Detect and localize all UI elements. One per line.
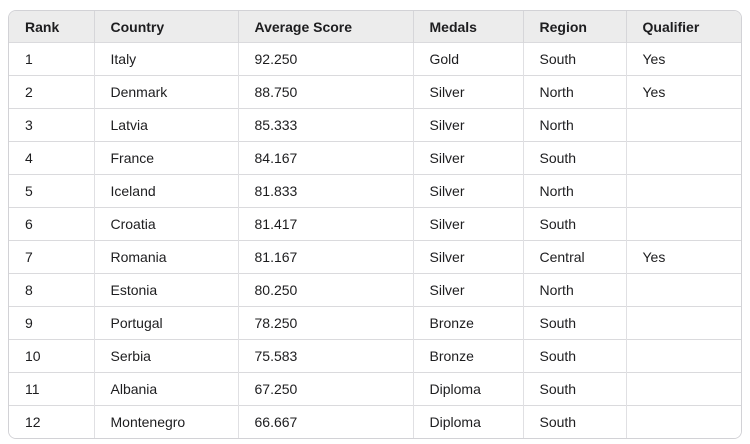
cell-medals: Diploma [413, 405, 524, 438]
cell-rank: 2 [9, 75, 95, 109]
cell-average-score: 80.250 [238, 273, 414, 307]
cell-average-score: 85.333 [238, 108, 414, 142]
cell-rank: 12 [9, 405, 95, 438]
cell-average-score: 81.833 [238, 174, 414, 208]
cell-rank: 1 [9, 42, 95, 76]
cell-average-score: 78.250 [238, 306, 414, 340]
cell-region: Central [523, 240, 627, 274]
cell-rank: 3 [9, 108, 95, 142]
cell-qualifier [626, 141, 741, 175]
cell-average-score: 75.583 [238, 339, 414, 373]
cell-rank: 8 [9, 273, 95, 307]
cell-country: Croatia [94, 207, 239, 241]
table-body: 1 Italy 92.250 Gold South Yes 2 Denmark 88.750 Si… [9, 42, 741, 438]
cell-country: Estonia [94, 273, 239, 307]
cell-qualifier [626, 306, 741, 340]
cell-region: North [523, 108, 627, 142]
table-row: 4 France 84.167 Silver South [9, 141, 741, 175]
cell-region: South [523, 42, 627, 76]
cell-rank: 4 [9, 141, 95, 175]
cell-region: North [523, 273, 627, 307]
column-header-country: Country [94, 11, 239, 43]
cell-country: Portugal [94, 306, 239, 340]
cell-qualifier: Yes [626, 42, 741, 76]
cell-country: Iceland [94, 174, 239, 208]
cell-medals: Diploma [413, 372, 524, 406]
cell-qualifier: Yes [626, 240, 741, 274]
cell-medals: Silver [413, 273, 524, 307]
cell-region: South [523, 207, 627, 241]
cell-region: South [523, 141, 627, 175]
cell-rank: 11 [9, 372, 95, 406]
cell-average-score: 81.417 [238, 207, 414, 241]
cell-region: South [523, 405, 627, 438]
cell-region: South [523, 372, 627, 406]
cell-qualifier [626, 174, 741, 208]
cell-medals: Silver [413, 207, 524, 241]
cell-rank: 10 [9, 339, 95, 373]
cell-country: Italy [94, 42, 239, 76]
column-header-region: Region [523, 11, 627, 43]
table-row: 12 Montenegro 66.667 Diploma South [9, 405, 741, 438]
cell-medals: Gold [413, 42, 524, 76]
cell-country: Albania [94, 372, 239, 406]
table-row: 11 Albania 67.250 Diploma South [9, 372, 741, 406]
column-header-qualifier: Qualifier [626, 11, 741, 43]
table-row: 2 Denmark 88.750 Silver North Yes [9, 75, 741, 109]
cell-medals: Silver [413, 174, 524, 208]
cell-average-score: 88.750 [238, 75, 414, 109]
table-row: 7 Romania 81.167 Silver Central Yes [9, 240, 741, 274]
cell-average-score: 81.167 [238, 240, 414, 274]
cell-country: Denmark [94, 75, 239, 109]
cell-medals: Silver [413, 240, 524, 274]
cell-medals: Bronze [413, 339, 524, 373]
cell-qualifier [626, 207, 741, 241]
table-row: 10 Serbia 75.583 Bronze South [9, 339, 741, 373]
cell-rank: 7 [9, 240, 95, 274]
cell-medals: Silver [413, 108, 524, 142]
cell-rank: 6 [9, 207, 95, 241]
results-table: Rank Country Average Score Medals Region… [8, 10, 742, 439]
cell-country: France [94, 141, 239, 175]
cell-qualifier: Yes [626, 75, 741, 109]
cell-region: North [523, 174, 627, 208]
table-row: 5 Iceland 81.833 Silver North [9, 174, 741, 208]
column-header-average-score: Average Score [238, 11, 414, 43]
cell-average-score: 92.250 [238, 42, 414, 76]
cell-average-score: 84.167 [238, 141, 414, 175]
cell-country: Serbia [94, 339, 239, 373]
cell-rank: 5 [9, 174, 95, 208]
cell-country: Latvia [94, 108, 239, 142]
cell-region: South [523, 339, 627, 373]
table-row: 3 Latvia 85.333 Silver North [9, 108, 741, 142]
cell-medals: Silver [413, 75, 524, 109]
table-row: 1 Italy 92.250 Gold South Yes [9, 42, 741, 76]
cell-qualifier [626, 405, 741, 438]
cell-region: North [523, 75, 627, 109]
cell-qualifier [626, 108, 741, 142]
results-table-grid: Rank Country Average Score Medals Region… [9, 11, 741, 438]
cell-qualifier [626, 372, 741, 406]
header-row: Rank Country Average Score Medals Region… [9, 11, 741, 43]
cell-average-score: 66.667 [238, 405, 414, 438]
column-header-rank: Rank [9, 11, 95, 43]
cell-average-score: 67.250 [238, 372, 414, 406]
cell-region: South [523, 306, 627, 340]
cell-country: Romania [94, 240, 239, 274]
cell-medals: Bronze [413, 306, 524, 340]
cell-qualifier [626, 273, 741, 307]
cell-qualifier [626, 339, 741, 373]
table-row: 6 Croatia 81.417 Silver South [9, 207, 741, 241]
cell-rank: 9 [9, 306, 95, 340]
table-row: 8 Estonia 80.250 Silver North [9, 273, 741, 307]
cell-medals: Silver [413, 141, 524, 175]
table-row: 9 Portugal 78.250 Bronze South [9, 306, 741, 340]
cell-country: Montenegro [94, 405, 239, 438]
column-header-medals: Medals [413, 11, 524, 43]
